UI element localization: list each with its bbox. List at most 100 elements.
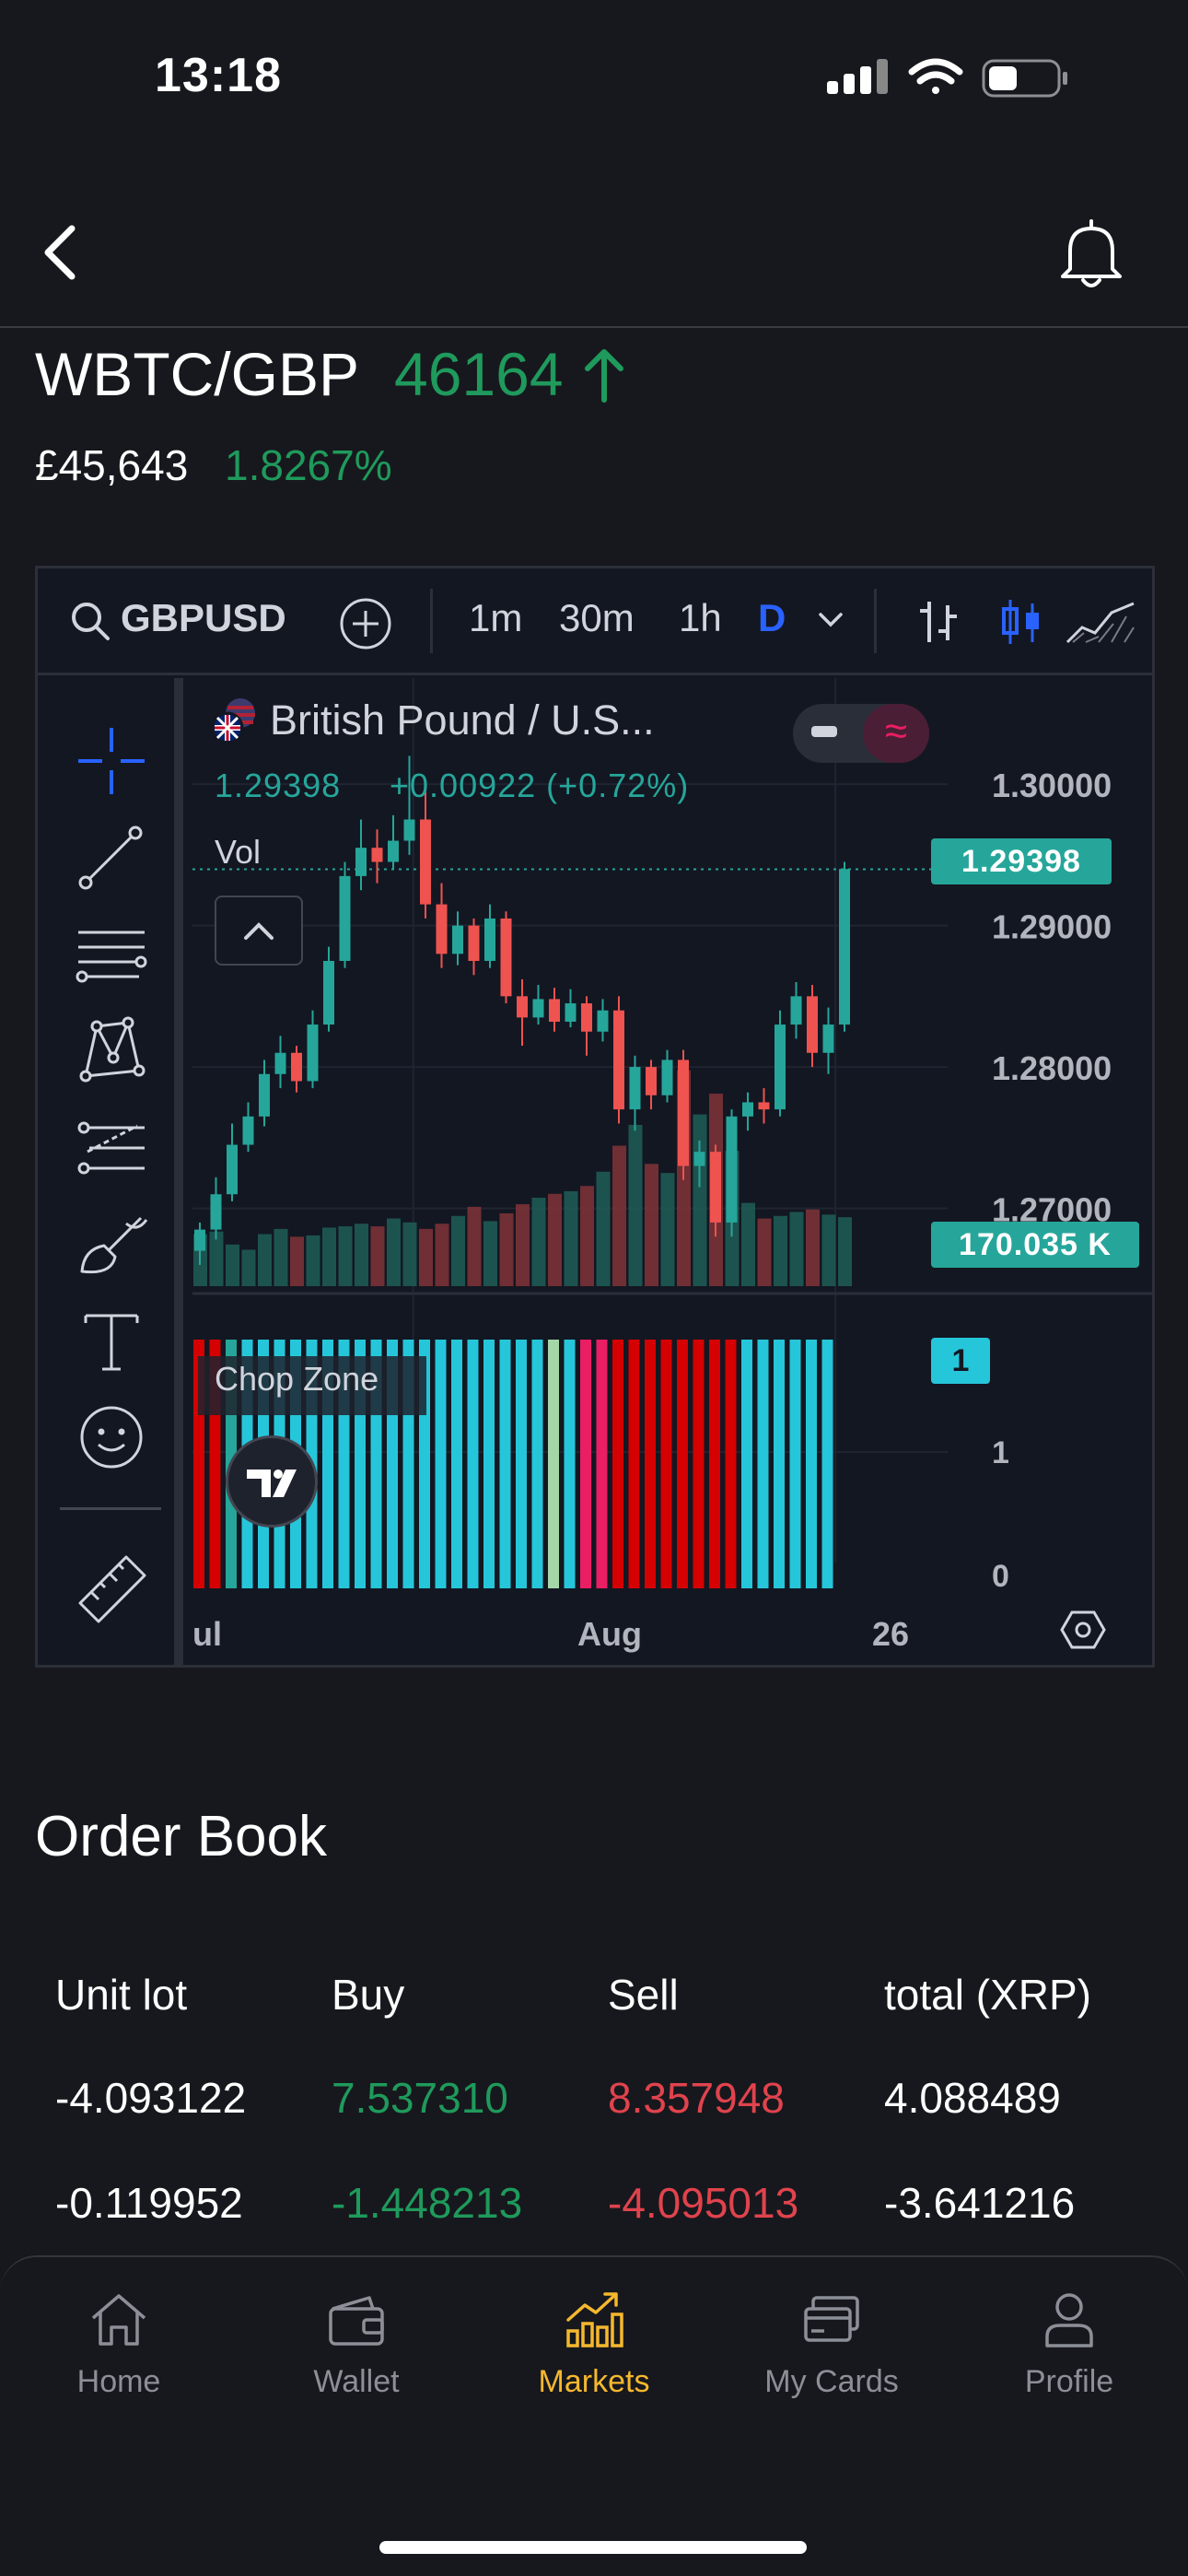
candle-body xyxy=(693,1152,705,1166)
chevron-up-icon xyxy=(244,922,274,940)
pair-title: WBTC/GBP xyxy=(35,340,360,408)
chart-toolbar: GBPUSD 1m 30m 1h D xyxy=(38,568,1152,675)
volume-bar xyxy=(370,1226,385,1286)
tab-markets-label: Markets xyxy=(538,2364,650,2399)
battery-icon xyxy=(982,59,1067,98)
volume-bar xyxy=(821,1214,836,1286)
chop-zone-bar xyxy=(612,1340,623,1588)
chop-zone-label: Chop Zone xyxy=(215,1360,379,1398)
tab-wallet[interactable]: Wallet xyxy=(238,2257,475,2432)
area-style-icon[interactable] xyxy=(1066,600,1136,646)
ruler-icon[interactable] xyxy=(73,1550,150,1627)
chop-zone-bar xyxy=(645,1340,656,1588)
volume-bar xyxy=(741,1202,755,1286)
chevron-left-icon xyxy=(44,225,76,280)
chop-zone-bar xyxy=(467,1340,479,1588)
fib-retracement-icon[interactable] xyxy=(73,1109,150,1187)
candle-body xyxy=(549,999,560,1022)
timeframe-1h[interactable]: 1h xyxy=(679,596,722,639)
timeframe-1m[interactable]: 1m xyxy=(469,596,523,639)
unit-lot-cell: -0.119952 xyxy=(55,2179,243,2227)
collapse-legend-button[interactable] xyxy=(215,896,303,966)
home-indicator xyxy=(379,2541,807,2554)
volume-bar xyxy=(402,1222,417,1286)
buy-cell: 7.537310 xyxy=(332,2074,508,2122)
chop-zone-bar xyxy=(660,1340,672,1588)
table-header-row: Unit lot Buy Sell total (XRP) xyxy=(55,1970,1160,2034)
tab-my-cards-label: My Cards xyxy=(764,2364,899,2399)
search-icon[interactable] xyxy=(69,600,111,642)
tab-home[interactable]: Home xyxy=(0,2257,238,2432)
compare-add-icon[interactable] xyxy=(338,596,393,651)
legend-toggle[interactable]: ≈ xyxy=(793,704,929,763)
tab-my-cards[interactable]: My Cards xyxy=(713,2257,950,2432)
table-row[interactable]: -4.093122 7.537310 8.357948 4.088489 xyxy=(55,2073,1160,2137)
pattern-icon[interactable] xyxy=(73,1012,150,1089)
chop-zone-bar xyxy=(628,1340,640,1588)
settings-icon[interactable] xyxy=(1060,1607,1106,1653)
crosshair-icon[interactable] xyxy=(73,722,150,800)
last-price: 1.29398 xyxy=(215,767,342,804)
volume-bar xyxy=(451,1215,465,1286)
trend-line-icon[interactable] xyxy=(73,818,150,896)
volume-bar xyxy=(774,1215,787,1286)
tab-markets[interactable]: Markets xyxy=(475,2257,713,2432)
last-price-badge: 1.29398 xyxy=(931,838,1112,884)
symbol-search[interactable]: GBPUSD xyxy=(121,596,286,639)
volume-bar xyxy=(226,1244,239,1286)
bell-icon xyxy=(1061,219,1122,287)
chop-zone-bar xyxy=(516,1340,527,1588)
candle-body xyxy=(259,1073,270,1117)
brush-icon[interactable] xyxy=(73,1205,150,1282)
volume-bar xyxy=(596,1171,611,1286)
timeframe-30m[interactable]: 30m xyxy=(559,596,635,639)
chop-zone-bar xyxy=(564,1340,576,1588)
timeframe-d[interactable]: D xyxy=(758,596,786,639)
chart-plot-area[interactable]: 1.30000 1.29000 1.28000 1.27000 1 0 ul Aug 26 Br… xyxy=(192,678,1152,1665)
chop-zone-bar xyxy=(757,1340,769,1588)
tradingview-logo-icon xyxy=(247,1469,297,1497)
candle-body xyxy=(307,1025,319,1082)
candle-body xyxy=(613,1010,624,1110)
cards-icon xyxy=(804,2296,859,2342)
volume-bar xyxy=(387,1218,401,1286)
volume-bar xyxy=(516,1204,530,1286)
chop-zone-bar xyxy=(531,1340,543,1588)
back-button[interactable] xyxy=(28,216,101,289)
indicator-axis-label: 1 xyxy=(992,1435,1009,1470)
tools-divider xyxy=(60,1507,161,1510)
candle-body xyxy=(678,1060,689,1166)
chart-widget[interactable]: GBPUSD 1m 30m 1h D xyxy=(35,566,1155,1668)
header-unit-lot: Unit lot xyxy=(55,1971,188,2019)
tab-profile[interactable]: Profile xyxy=(950,2257,1188,2432)
instrument-title: British Pound / U.S... xyxy=(270,697,655,744)
status-icons xyxy=(827,57,1085,103)
tradingview-logo[interactable] xyxy=(226,1435,318,1528)
candles-style-icon[interactable] xyxy=(996,596,1047,648)
text-tool-icon[interactable] xyxy=(73,1303,150,1380)
horizontal-lines-icon[interactable] xyxy=(73,916,150,993)
candle-body xyxy=(339,875,351,961)
candle-body xyxy=(646,1067,657,1095)
currency-flags-icon xyxy=(211,698,255,744)
volume-bar xyxy=(806,1209,820,1286)
chop-zone-bar xyxy=(693,1340,705,1588)
drawing-toolbar xyxy=(38,678,183,1665)
candle-body xyxy=(194,1229,205,1251)
price-alert-button[interactable] xyxy=(1050,212,1133,295)
chevron-down-icon[interactable] xyxy=(817,611,844,629)
price-change: +0.00922 (+0.72%) xyxy=(390,767,690,804)
total-cell: 4.088489 xyxy=(884,2074,1061,2122)
candle-body xyxy=(274,1052,286,1074)
emoji-icon[interactable] xyxy=(73,1399,150,1476)
volume-bar xyxy=(580,1186,594,1286)
table-row[interactable]: -0.119952 -1.448213 -4.095013 -3.641216 xyxy=(55,2178,1160,2242)
candle-body xyxy=(210,1194,222,1230)
minus-icon xyxy=(811,726,837,737)
bars-style-icon[interactable] xyxy=(913,596,964,648)
time-axis-label: 26 xyxy=(872,1615,909,1653)
volume-bar xyxy=(612,1145,626,1286)
chop-zone-bar xyxy=(789,1340,801,1588)
tab-profile-label: Profile xyxy=(1024,2364,1114,2399)
price-axis-label: 1.29000 xyxy=(992,908,1112,946)
